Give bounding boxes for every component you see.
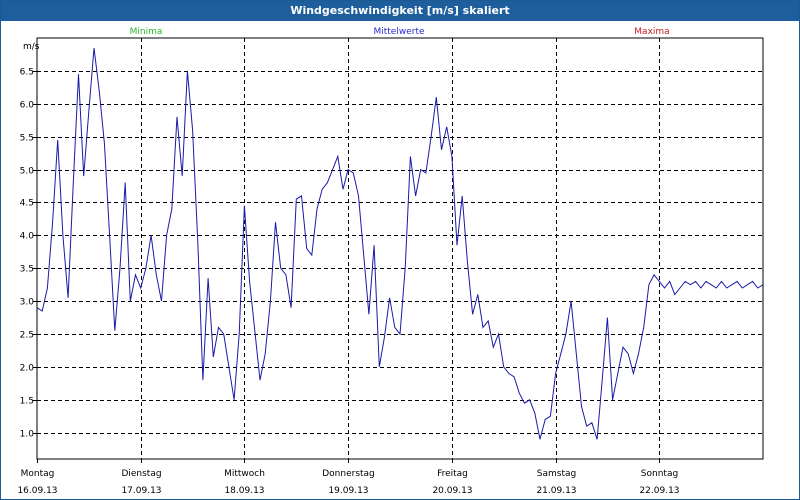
- x-tick-day: Samstag: [537, 469, 576, 479]
- series-line-mittelwerte: [36, 47, 764, 440]
- chart-title: Windgeschwindigkeit [m/s] skaliert: [1, 1, 799, 21]
- y-tick-label: 1.5: [20, 397, 34, 407]
- x-tick-date: 22.09.13: [639, 486, 679, 496]
- y-tick-label: 5.5: [20, 134, 34, 144]
- x-tick-day: Dienstag: [121, 469, 161, 479]
- plot-area: [36, 37, 764, 460]
- y-tick-label: 5.0: [20, 167, 35, 177]
- y-tick-label: 3.5: [20, 265, 34, 275]
- x-tick-day: Freitag: [437, 469, 468, 479]
- legend-mittelwerte: Mittelwerte: [373, 27, 424, 37]
- x-tick-date: 20.09.13: [432, 486, 472, 496]
- y-tick-label: 6.0: [20, 101, 35, 111]
- legend-minima: Minima: [130, 27, 163, 37]
- y-tick-label: 1.0: [20, 430, 35, 440]
- x-tick-date: 18.09.13: [224, 486, 264, 496]
- y-tick-label: 4.0: [20, 232, 35, 242]
- x-tick-day: Montag: [21, 469, 55, 479]
- x-tick-date: 16.09.13: [17, 486, 57, 496]
- y-tick-label: 3.0: [20, 298, 35, 308]
- x-tick-day: Sonntag: [641, 469, 678, 479]
- x-tick-date: 17.09.13: [121, 486, 161, 496]
- x-tick-date: 19.09.13: [328, 486, 368, 496]
- y-tick-label: 4.5: [20, 199, 34, 209]
- legend-maxima: Maxima: [634, 27, 669, 37]
- y-tick-label: 2.0: [20, 364, 35, 374]
- y-tick-label: 2.5: [20, 331, 34, 341]
- x-tick-date: 21.09.13: [536, 486, 576, 496]
- x-tick-day: Donnerstag: [322, 469, 375, 479]
- x-tick-day: Mittwoch: [224, 469, 265, 479]
- y-tick-label: 6.5: [20, 68, 34, 78]
- y-axis-unit: m/s: [23, 42, 40, 52]
